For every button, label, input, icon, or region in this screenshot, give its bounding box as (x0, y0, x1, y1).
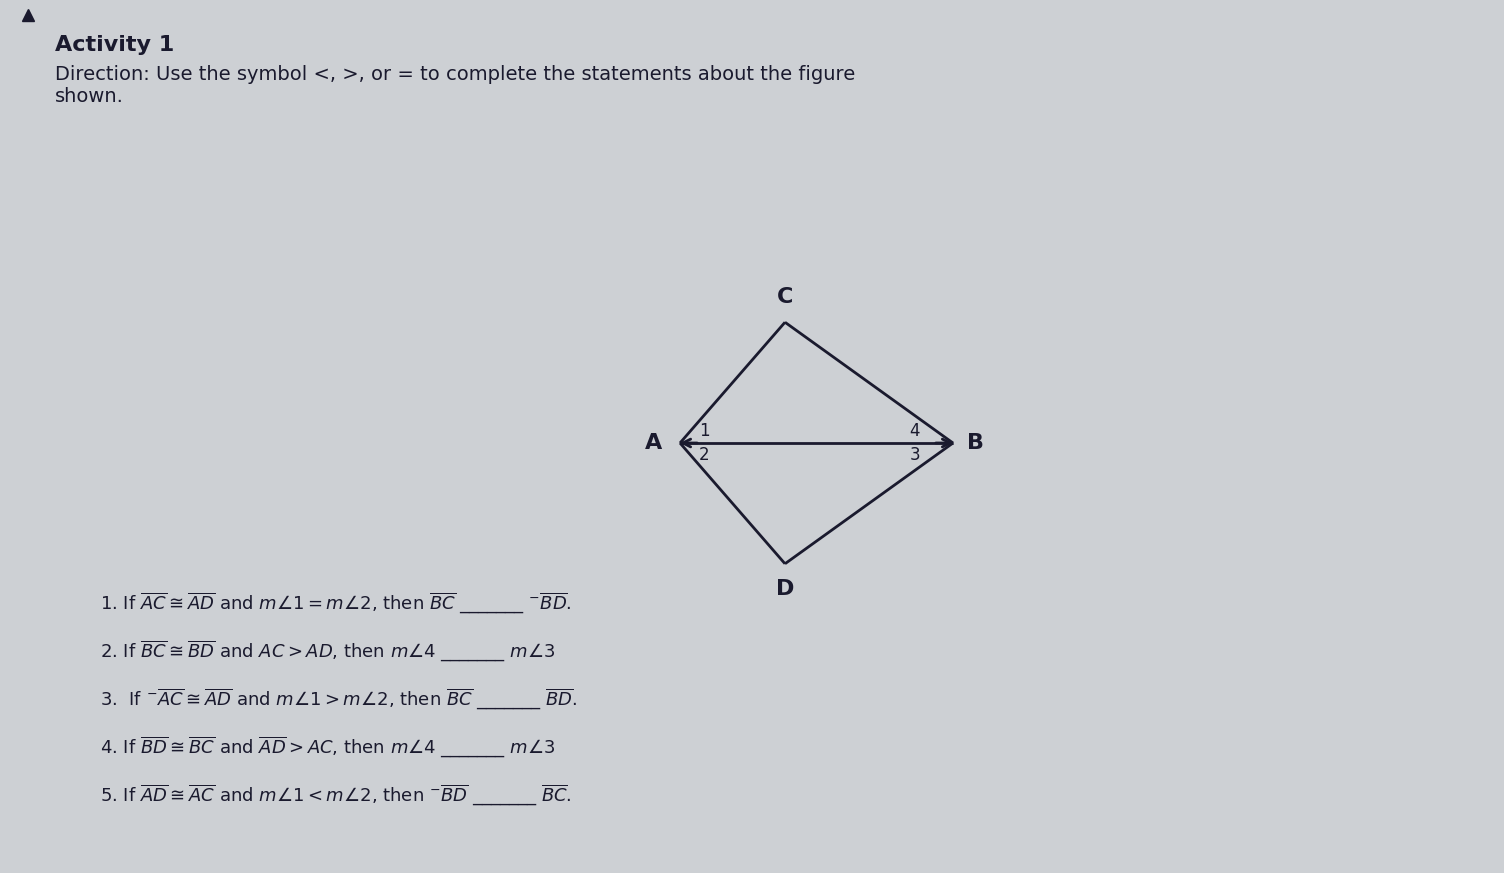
Text: 2. If $\overline{BC}\cong\overline{BD}$ and $AC > AD$, then $m\angle 4$ _______ : 2. If $\overline{BC}\cong\overline{BD}$ … (99, 638, 555, 663)
Text: 4. If $\overline{BD}\cong\overline{BC}$ and $\overline{AD} > AC$, then $m\angle : 4. If $\overline{BD}\cong\overline{BC}$ … (99, 734, 555, 759)
Text: 2: 2 (699, 446, 710, 464)
Text: Activity 1: Activity 1 (56, 35, 174, 55)
Text: 1: 1 (699, 422, 710, 440)
Text: B: B (967, 433, 984, 453)
Text: 3: 3 (910, 446, 920, 464)
Text: D: D (776, 579, 794, 599)
Text: Direction: Use the symbol <, >, or = to complete the statements about the figure: Direction: Use the symbol <, >, or = to … (56, 65, 856, 106)
Text: C: C (776, 287, 793, 307)
Text: 1. If $\overline{AC}\cong\overline{AD}$ and $m\angle 1 = m\angle 2$, then $\over: 1. If $\overline{AC}\cong\overline{AD}$ … (99, 590, 572, 615)
Text: A: A (645, 433, 662, 453)
Text: 4: 4 (910, 422, 920, 440)
Text: 3.  If $^{-}\overline{AC}\cong\overline{AD}$ and $m\angle 1 > m\angle 2$, then $: 3. If $^{-}\overline{AC}\cong\overline{A… (99, 686, 578, 711)
Text: 5. If $\overline{AD}\cong\overline{AC}$ and $m\angle 1 < m\angle 2$, then $^{-}\: 5. If $\overline{AD}\cong\overline{AC}$ … (99, 782, 572, 807)
